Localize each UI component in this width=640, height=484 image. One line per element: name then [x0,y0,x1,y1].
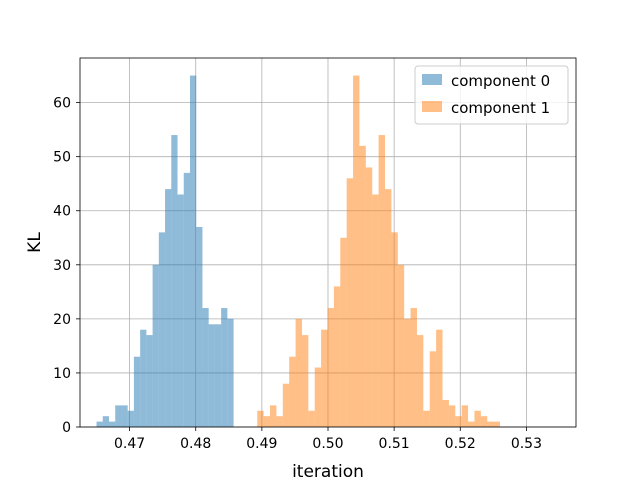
bar-component-1-bin-5 [289,356,296,427]
bar-component-1-bin-34 [474,410,481,427]
bar-component-1-bin-27 [429,351,437,427]
legend-swatch-component-0 [422,74,442,85]
bar-component-1-bin-21 [391,232,398,427]
bar-component-0-bin-2 [108,421,116,427]
bar-component-1-bin-6 [295,318,302,427]
legend-box [414,65,569,125]
bar-component-1-bin-20 [385,189,392,427]
bar-component-1-bin-32 [461,405,469,427]
x-tick-label-1: 0.48 [180,436,211,452]
bar-component-1-bin-28 [436,329,443,427]
bar-component-1-bin-25 [416,335,424,427]
bar-component-1-bin-19 [378,135,386,428]
bar-component-1-bin-14 [346,178,354,427]
bar-component-0-bin-8 [146,335,153,427]
bar-component-1-bin-26 [423,410,430,427]
bar-component-1-bin-0 [257,410,264,427]
bar-component-1-bin-22 [397,264,405,427]
bar-component-1-bin-37 [493,421,500,427]
y-tick-label-1: 10 [53,366,71,382]
y-tick-label-0: 0 [62,420,71,436]
bar-component-0-bin-0 [96,421,103,427]
bar-component-1-bin-29 [442,399,449,427]
bar-component-1-bin-18 [372,194,379,427]
bar-component-1-bin-4 [282,383,290,427]
bar-component-1-bin-2 [270,405,277,427]
x-tick-label-4: 0.51 [379,436,410,452]
bar-component-0-bin-21 [227,318,234,427]
y-tick-label-5: 50 [53,150,71,166]
bar-component-1-bin-13 [340,237,347,427]
bar-component-0-bin-5 [127,410,134,427]
y-tick-label-4: 40 [53,204,71,220]
legend-label-component-1: component 1 [451,99,550,117]
x-tick-label-5: 0.52 [445,436,476,452]
bar-component-1-bin-8 [308,410,315,427]
bar-component-1-bin-7 [301,335,309,427]
bar-component-0-bin-16 [196,226,203,427]
bar-component-0-bin-11 [165,189,172,427]
bar-component-1-bin-33 [468,421,475,427]
bar-component-1-bin-16 [359,145,366,427]
bar-component-1-bin-24 [410,308,417,427]
bar-component-1-bin-3 [276,416,283,427]
bar-component-1-bin-12 [333,286,341,427]
bar-component-0-bin-18 [208,324,215,427]
x-tick-label-6: 0.53 [511,436,542,452]
bar-component-1-bin-10 [321,329,328,427]
x-tick-label-0: 0.47 [114,436,145,452]
y-axis-ticks: 0 10 20 30 40 50 60 [53,96,80,436]
x-tick-label-3: 0.50 [312,436,343,452]
bar-component-1-bin-31 [455,416,462,427]
bar-component-0-bin-19 [214,324,222,427]
histogram-bars [96,75,500,428]
bar-component-1-bin-11 [327,308,334,427]
bar-component-0-bin-13 [177,194,184,427]
bar-component-1-bin-9 [314,367,322,427]
x-axis-ticks: 0.47 0.48 0.49 0.50 0.51 0.52 0.53 [114,427,542,452]
bar-component-0-bin-6 [133,356,141,427]
bar-component-0-bin-15 [189,75,197,428]
bar-component-1-bin-17 [365,167,373,427]
y-tick-label-6: 60 [53,96,71,112]
bar-component-0-bin-7 [140,329,147,427]
bar-component-0-bin-10 [158,232,166,427]
bar-component-0-bin-9 [152,264,159,427]
bar-component-1-bin-36 [487,421,494,427]
bar-component-1-bin-30 [448,405,456,427]
bar-component-0-bin-17 [202,308,209,427]
y-tick-label-2: 20 [53,312,71,328]
bar-component-1-bin-35 [480,416,488,427]
bar-component-0-bin-3 [115,405,122,427]
legend-swatch-component-1 [422,101,442,112]
bar-component-0-bin-20 [221,308,228,427]
x-tick-label-2: 0.49 [246,436,277,452]
y-tick-label-3: 30 [53,258,71,274]
bar-component-0-bin-4 [121,405,128,427]
bar-component-0-bin-14 [183,172,190,427]
legend: component 0 component 1 [414,65,569,125]
bar-component-1-bin-1 [263,416,271,427]
x-axis-label: iteration [292,462,364,480]
legend-label-component-0: component 0 [451,72,550,90]
bar-component-1-bin-23 [404,318,411,427]
bar-component-1-bin-15 [353,75,360,428]
bar-component-0-bin-1 [102,416,109,427]
y-axis-label: KL [25,232,45,253]
bar-component-0-bin-12 [171,135,178,428]
